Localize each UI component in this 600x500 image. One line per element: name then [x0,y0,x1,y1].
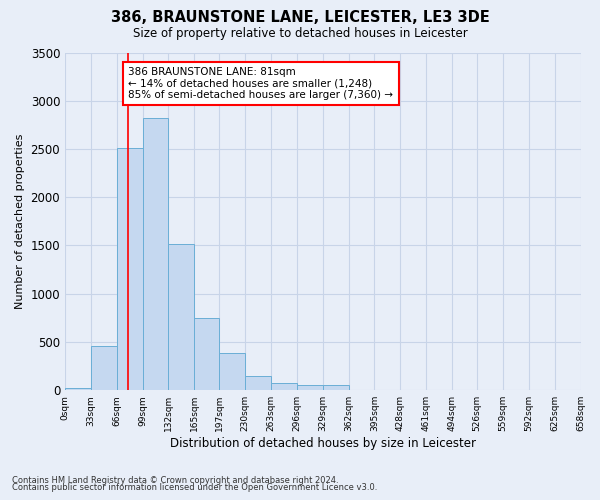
Bar [271,383,297,390]
Text: 386 BRAUNSTONE LANE: 81sqm
← 14% of detached houses are smaller (1,248)
85% of s: 386 BRAUNSTONE LANE: 81sqm ← 14% of deta… [128,67,394,100]
Text: 386, BRAUNSTONE LANE, LEICESTER, LE3 3DE: 386, BRAUNSTONE LANE, LEICESTER, LE3 3DE [110,10,490,25]
Y-axis label: Number of detached properties: Number of detached properties [15,134,25,309]
Bar [220,352,245,390]
Text: Contains public sector information licensed under the Open Government Licence v3: Contains public sector information licen… [12,484,377,492]
Bar [245,376,271,390]
Bar [65,388,91,390]
Bar [117,148,143,390]
Text: Contains HM Land Registry data © Crown copyright and database right 2024.: Contains HM Land Registry data © Crown c… [12,476,338,485]
Bar [323,385,349,390]
Bar [169,244,194,390]
Bar [194,318,220,390]
Text: Size of property relative to detached houses in Leicester: Size of property relative to detached ho… [133,28,467,40]
Bar [143,118,169,390]
Bar [91,346,117,390]
X-axis label: Distribution of detached houses by size in Leicester: Distribution of detached houses by size … [170,437,476,450]
Bar [297,385,323,390]
